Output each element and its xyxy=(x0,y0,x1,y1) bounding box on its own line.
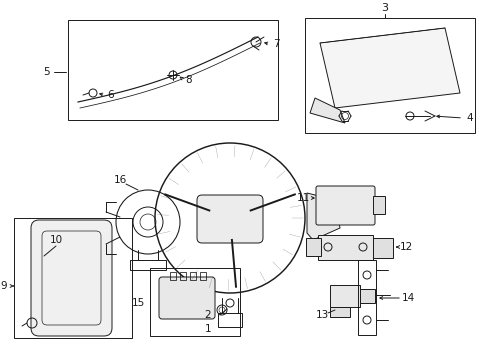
Text: 10: 10 xyxy=(49,235,62,245)
Bar xyxy=(329,307,349,317)
Bar xyxy=(170,272,176,280)
Bar xyxy=(190,272,196,280)
Text: 12: 12 xyxy=(399,242,412,252)
Bar xyxy=(150,268,240,336)
Bar xyxy=(218,313,242,327)
Bar xyxy=(130,260,165,270)
Polygon shape xyxy=(306,193,339,240)
FancyBboxPatch shape xyxy=(197,195,263,243)
Bar xyxy=(372,196,384,214)
Polygon shape xyxy=(309,98,345,123)
Text: 5: 5 xyxy=(42,67,49,77)
Text: 6: 6 xyxy=(107,90,114,100)
Text: 14: 14 xyxy=(401,293,414,303)
Bar xyxy=(68,20,278,120)
Text: 16: 16 xyxy=(113,175,126,185)
Text: 2: 2 xyxy=(204,310,211,320)
Text: 13: 13 xyxy=(315,310,328,320)
Bar xyxy=(305,238,320,256)
FancyBboxPatch shape xyxy=(315,186,374,225)
FancyBboxPatch shape xyxy=(159,277,215,319)
Bar xyxy=(180,272,185,280)
Bar xyxy=(14,218,132,338)
Bar xyxy=(329,285,359,307)
Text: 11: 11 xyxy=(296,193,309,203)
Bar xyxy=(359,289,374,303)
Text: 9: 9 xyxy=(0,281,7,291)
Bar xyxy=(317,235,372,260)
Text: 1: 1 xyxy=(204,324,211,334)
FancyBboxPatch shape xyxy=(31,220,112,336)
Text: 15: 15 xyxy=(131,298,144,308)
Polygon shape xyxy=(319,28,459,108)
Text: 7: 7 xyxy=(272,39,279,49)
Bar xyxy=(200,272,205,280)
Text: 3: 3 xyxy=(381,3,387,13)
Bar xyxy=(305,18,474,133)
Bar xyxy=(357,260,375,335)
Text: 8: 8 xyxy=(185,75,192,85)
Bar xyxy=(372,238,392,258)
Text: 4: 4 xyxy=(466,113,472,123)
